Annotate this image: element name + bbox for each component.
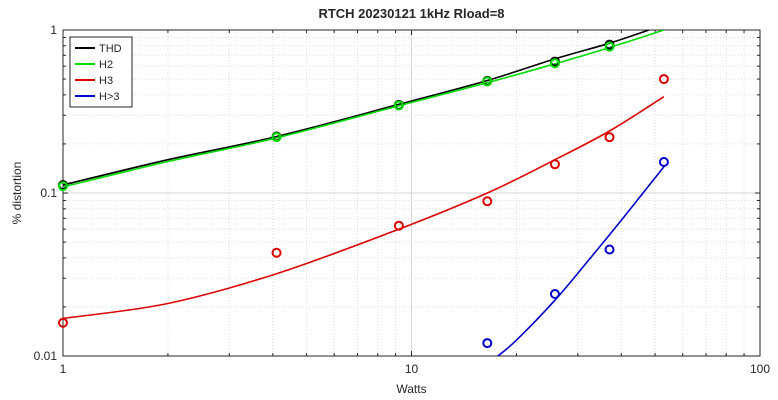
x-axis-label: Watts	[396, 382, 426, 396]
fit-line-thd	[63, 30, 650, 186]
data-point-h2	[604, 41, 615, 52]
data-point-h2	[393, 100, 404, 111]
data-point-h3	[658, 74, 669, 85]
data-markers	[58, 39, 669, 349]
fit-line-h2	[63, 30, 665, 188]
data-point-h3	[549, 159, 560, 170]
data-point-h-3	[658, 156, 669, 167]
data-point-h2	[58, 181, 68, 192]
x-tick-label: 1	[60, 362, 67, 376]
fit-line-h3	[63, 96, 665, 320]
legend-label-thd: THD	[99, 43, 122, 55]
legend: THD H2 H3 H>3	[69, 36, 133, 108]
fit-line-h-3	[496, 166, 665, 356]
axes	[62, 29, 761, 357]
data-point-h-3	[604, 244, 615, 255]
data-point-h3	[482, 196, 493, 207]
y-axis-label: % distortion	[10, 162, 24, 225]
chart-title: RTCH 20230121 1kHz Rload=8	[318, 6, 504, 21]
fit-lines	[63, 30, 665, 356]
data-point-h2	[549, 58, 560, 69]
data-point-h-3	[549, 289, 560, 300]
legend-label-h2: H2	[99, 59, 113, 71]
x-tick-label: 10	[405, 362, 419, 376]
data-point-h3	[271, 247, 282, 258]
y-tick-label: 1	[50, 23, 57, 37]
y-tick-label: 0.01	[34, 349, 58, 363]
data-point-h2	[271, 132, 282, 143]
y-tick-label: 0.1	[40, 186, 57, 200]
data-point-h3	[58, 317, 68, 328]
data-point-h3	[604, 132, 615, 143]
tick-labels: 1 10 100 0.01 0.1 1	[34, 23, 771, 376]
data-point-h3	[393, 220, 404, 231]
data-point-h-3	[482, 338, 493, 349]
legend-label-h-3: H>3	[99, 91, 120, 103]
legend-label-h3: H3	[99, 75, 113, 87]
grid	[62, 30, 760, 357]
data-point-h2	[482, 76, 493, 87]
x-tick-label: 100	[750, 362, 770, 376]
